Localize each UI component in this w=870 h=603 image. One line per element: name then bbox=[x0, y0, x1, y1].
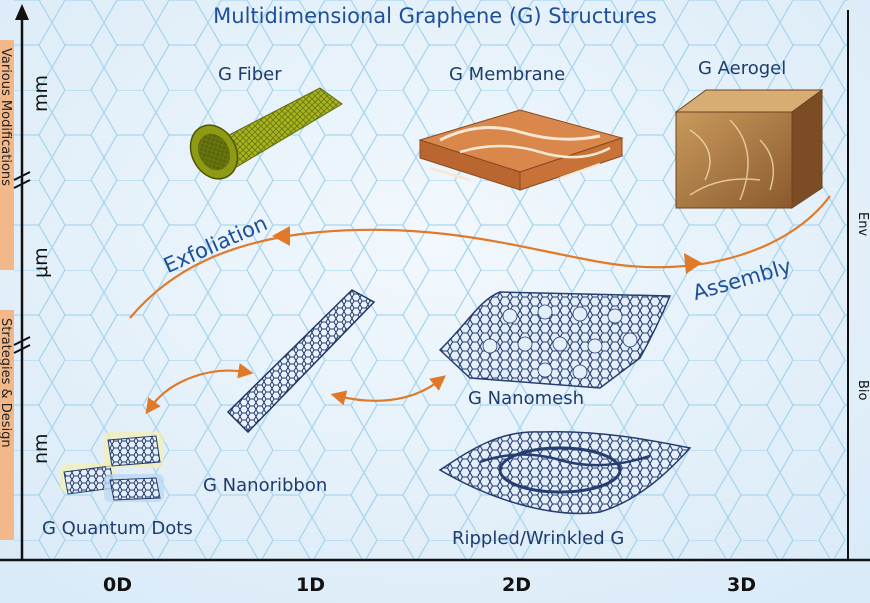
y-axis-arrowhead bbox=[15, 4, 29, 20]
exfoliation-assembly-curve bbox=[129, 195, 831, 319]
label-g-nanoribbon: G Nanoribbon bbox=[203, 475, 328, 496]
left-tab-modifications bbox=[0, 40, 14, 270]
label-g-aerogel: G Aerogel bbox=[698, 58, 787, 79]
right-edge-text-bio: Bio bbox=[855, 380, 870, 401]
graphene-fiber-illustration bbox=[189, 87, 343, 180]
graphene-aerogel-illustration bbox=[674, 89, 824, 209]
ribbon-mesh-double-arrow bbox=[330, 375, 447, 406]
label-g-fiber: G Fiber bbox=[218, 64, 282, 85]
exfoliation-arrowhead bbox=[272, 226, 290, 246]
unit-nm: nm bbox=[30, 433, 52, 464]
graphene-nanomesh-illustration bbox=[438, 291, 672, 389]
right-edge-text-env: Env bbox=[855, 212, 870, 237]
left-tab-text-strategies: Strategies & Design bbox=[0, 318, 13, 448]
y-axis-break-upper bbox=[13, 171, 31, 189]
label-g-membrane: G Membrane bbox=[449, 64, 566, 85]
unit-um: μm bbox=[30, 247, 52, 278]
unit-mm: mm bbox=[30, 74, 52, 112]
label-g-nanomesh: G Nanomesh bbox=[468, 388, 584, 409]
left-tab-strategies bbox=[0, 310, 14, 540]
graphene-membrane-illustration bbox=[418, 109, 624, 191]
graphene-nanoribbon-illustration bbox=[226, 289, 376, 434]
diagram-title: Multidimensional Graphene (G) Structures bbox=[213, 4, 657, 28]
assembly-arrowhead bbox=[684, 253, 702, 274]
x-tick-0d: 0D bbox=[103, 574, 132, 596]
x-tick-3d: 3D bbox=[727, 574, 756, 596]
graphene-quantum-dots-illustration bbox=[60, 432, 164, 502]
x-tick-1d: 1D bbox=[296, 574, 325, 596]
label-g-quantum-dots: G Quantum Dots bbox=[42, 518, 193, 539]
qd-ribbon-double-arrow bbox=[145, 363, 254, 415]
label-rippled-wrinkled-g: Rippled/Wrinkled G bbox=[452, 528, 625, 549]
rippled-graphene-illustration bbox=[438, 430, 692, 515]
left-tab-text-modifications: Various Modifications bbox=[0, 48, 13, 186]
x-tick-2d: 2D bbox=[502, 574, 531, 596]
y-axis-break-lower bbox=[13, 336, 31, 354]
